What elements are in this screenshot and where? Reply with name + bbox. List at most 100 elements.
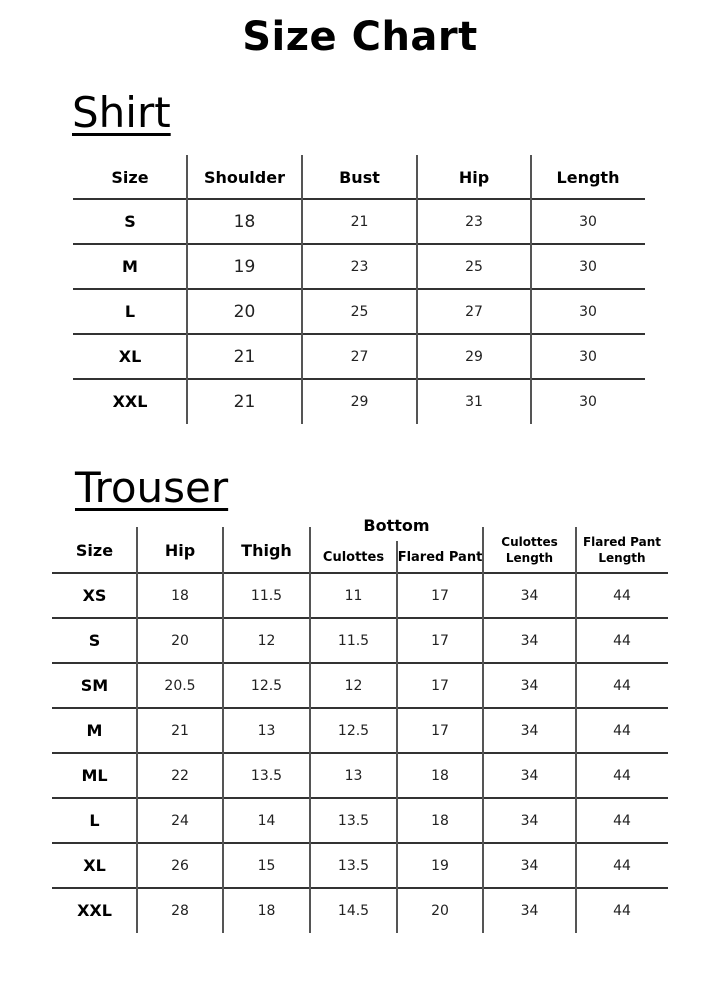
row-divider bbox=[52, 662, 668, 664]
measurement-cell: 34 bbox=[520, 812, 539, 829]
row-divider bbox=[73, 243, 645, 245]
measurement-cell: 12 bbox=[257, 632, 276, 649]
measurement-cell: 12.5 bbox=[250, 677, 283, 694]
column-header: Flared Pant bbox=[397, 549, 483, 565]
measurement-cell: 34 bbox=[520, 587, 539, 604]
column-divider bbox=[482, 527, 484, 933]
size-label: XS bbox=[82, 586, 107, 605]
measurement-cell: 11.5 bbox=[337, 632, 370, 649]
column-header: Flared Pant Length bbox=[582, 535, 662, 565]
size-label: XL bbox=[83, 856, 106, 875]
column-divider bbox=[222, 527, 224, 933]
size-label: S bbox=[88, 631, 101, 650]
size-label: M bbox=[122, 257, 138, 276]
measurement-cell: 18 bbox=[171, 587, 189, 604]
column-header: Bust bbox=[339, 167, 380, 187]
measurement-cell: 18 bbox=[431, 812, 449, 829]
column-divider bbox=[136, 527, 138, 933]
size-label: XL bbox=[118, 347, 142, 366]
row-divider bbox=[73, 333, 645, 335]
measurement-cell: 17 bbox=[431, 722, 449, 739]
measurement-cell: 25 bbox=[350, 303, 369, 320]
size-label: L bbox=[89, 811, 100, 830]
measurement-cell: 11.5 bbox=[250, 587, 283, 604]
measurement-cell: 44 bbox=[613, 587, 631, 604]
measurement-cell: 17 bbox=[431, 587, 449, 604]
measurement-cell: 34 bbox=[520, 677, 539, 694]
column-header: Length bbox=[556, 167, 620, 187]
column-divider bbox=[416, 155, 418, 424]
measurement-cell: 34 bbox=[520, 857, 539, 874]
row-divider bbox=[73, 288, 645, 290]
size-label: ML bbox=[81, 766, 108, 785]
group-header-bottom: Bottom bbox=[363, 515, 430, 535]
measurement-cell: 11 bbox=[344, 587, 363, 604]
measurement-cell: 14.5 bbox=[337, 902, 370, 919]
measurement-cell: 12 bbox=[344, 677, 363, 694]
measurement-cell: 20 bbox=[171, 632, 189, 649]
shirt-heading: Shirt bbox=[72, 88, 171, 137]
measurement-cell: 30 bbox=[579, 348, 597, 365]
measurement-cell: 44 bbox=[613, 632, 631, 649]
row-divider bbox=[52, 572, 668, 574]
size-label: SM bbox=[80, 676, 109, 695]
row-divider bbox=[73, 378, 645, 380]
measurement-cell: 30 bbox=[579, 258, 597, 275]
column-header: Size bbox=[75, 540, 114, 560]
column-divider bbox=[530, 155, 532, 424]
column-header: Shoulder bbox=[204, 167, 285, 187]
row-divider bbox=[73, 198, 645, 200]
measurement-cell: 44 bbox=[613, 677, 631, 694]
row-divider bbox=[52, 707, 668, 709]
column-divider bbox=[575, 527, 577, 933]
measurement-cell: 21 bbox=[233, 346, 256, 367]
measurement-cell: 21 bbox=[350, 213, 369, 230]
measurement-cell: 22 bbox=[171, 767, 189, 784]
row-divider bbox=[52, 797, 668, 799]
measurement-cell: 34 bbox=[520, 902, 539, 919]
measurement-cell: 25 bbox=[465, 258, 483, 275]
measurement-cell: 15 bbox=[257, 857, 276, 874]
column-header: Hip bbox=[458, 167, 490, 187]
column-header: Culottes bbox=[322, 549, 385, 565]
row-divider bbox=[52, 887, 668, 889]
measurement-cell: 30 bbox=[579, 213, 597, 230]
measurement-cell: 27 bbox=[465, 303, 483, 320]
measurement-cell: 20 bbox=[431, 902, 449, 919]
column-divider bbox=[301, 155, 303, 424]
measurement-cell: 23 bbox=[465, 213, 483, 230]
measurement-cell: 44 bbox=[613, 767, 631, 784]
measurement-cell: 26 bbox=[171, 857, 189, 874]
measurement-cell: 20.5 bbox=[164, 677, 196, 694]
measurement-cell: 18 bbox=[233, 211, 256, 232]
measurement-cell: 44 bbox=[613, 902, 631, 919]
measurement-cell: 13 bbox=[257, 722, 276, 739]
measurement-cell: 18 bbox=[431, 767, 449, 784]
measurement-cell: 44 bbox=[613, 812, 631, 829]
row-divider bbox=[52, 617, 668, 619]
column-header: Culottes Length bbox=[501, 535, 558, 565]
trouser-heading: Trouser bbox=[75, 463, 229, 512]
measurement-cell: 14 bbox=[257, 812, 276, 829]
measurement-cell: 34 bbox=[520, 767, 539, 784]
measurement-cell: 21 bbox=[233, 391, 256, 412]
measurement-cell: 30 bbox=[579, 303, 597, 320]
column-divider bbox=[309, 527, 311, 933]
measurement-cell: 44 bbox=[613, 722, 631, 739]
measurement-cell: 34 bbox=[520, 632, 539, 649]
measurement-cell: 29 bbox=[465, 348, 483, 365]
measurement-cell: 12.5 bbox=[337, 722, 370, 739]
column-header: Hip bbox=[164, 540, 196, 560]
measurement-cell: 31 bbox=[465, 393, 483, 410]
size-label: L bbox=[124, 302, 136, 321]
measurement-cell: 17 bbox=[431, 632, 449, 649]
column-header: Size bbox=[111, 167, 149, 187]
measurement-cell: 19 bbox=[431, 857, 449, 874]
measurement-cell: 17 bbox=[431, 677, 449, 694]
measurement-cell: 24 bbox=[171, 812, 189, 829]
measurement-cell: 28 bbox=[171, 902, 189, 919]
measurement-cell: 21 bbox=[171, 722, 189, 739]
row-divider bbox=[52, 842, 668, 844]
measurement-cell: 44 bbox=[613, 857, 631, 874]
size-label: M bbox=[86, 721, 103, 740]
